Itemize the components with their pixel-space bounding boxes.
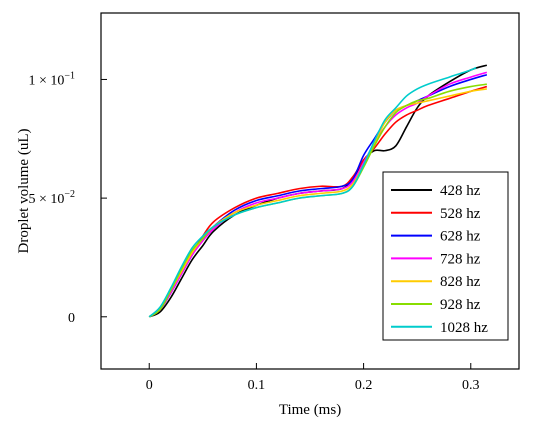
- x-tick-label: 0.1: [248, 378, 266, 393]
- y-tick-label-base: 5 × 10: [28, 192, 64, 207]
- x-tick-label: 0: [146, 378, 153, 393]
- y-tick-label: 1 × 10−1: [28, 70, 75, 88]
- series-line-1028-hz: [148, 66, 477, 318]
- y-tick-label: 5 × 10−2: [28, 189, 75, 207]
- y-axis-title: Droplet volume (uL): [16, 129, 32, 254]
- y-axis-ticks: 0 5 × 10−2 1 × 10−1: [28, 70, 107, 326]
- y-tick-label-exponent: −2: [64, 189, 75, 200]
- legend: 428 hz 528 hz 628 hz 728 hz 828 hz 928 hz 1028…: [382, 171, 509, 341]
- y-tick-label-base: 0: [68, 311, 75, 326]
- legend-label: 928 hz: [440, 297, 481, 313]
- x-tick-label: 0.3: [462, 378, 480, 393]
- series-lines: [148, 64, 488, 318]
- legend-label: 828 hz: [440, 274, 481, 290]
- plot-frame: [100, 12, 520, 370]
- y-tick-label-base: 1 × 10: [28, 73, 64, 88]
- y-tick-label-exponent: −1: [64, 70, 75, 81]
- legend-label: 428 hz: [440, 183, 481, 199]
- series-line-828-hz: [148, 88, 487, 318]
- legend-label: 728 hz: [440, 251, 481, 267]
- y-tick-label: 0: [68, 311, 75, 326]
- legend-box: [382, 171, 509, 341]
- x-tick-label: 0.2: [355, 378, 373, 393]
- legend-label: 628 hz: [440, 229, 481, 245]
- legend-label: 528 hz: [440, 206, 481, 222]
- x-axis-title: Time (ms): [279, 402, 341, 418]
- legend-label: 1028 hz: [440, 320, 488, 336]
- x-axis-ticks: 0 0.1 0.2 0.3: [146, 363, 480, 393]
